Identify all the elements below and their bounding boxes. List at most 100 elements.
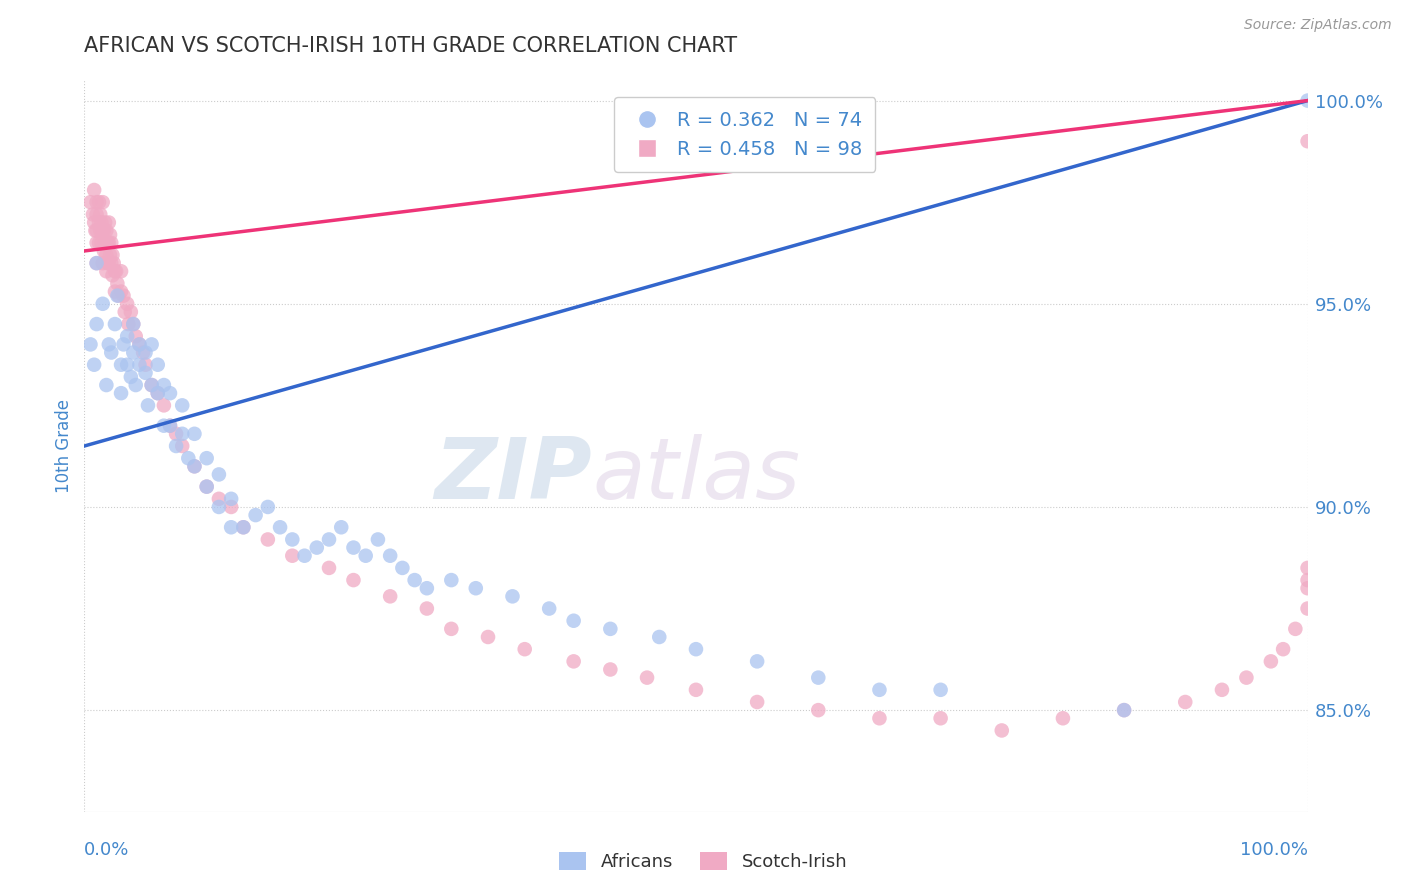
Point [747,654,769,668]
Point [165,426,187,441]
Point [440,622,463,636]
Point [125,378,148,392]
Point [440,573,463,587]
Point [416,601,439,615]
Point [153,418,176,433]
Point [83,215,105,229]
Text: atlas: atlas [592,434,800,516]
Point [110,386,132,401]
Point [305,541,328,555]
Text: 100.0%: 100.0% [1240,841,1308,859]
Point [232,520,254,534]
Point [929,711,952,725]
Point [128,337,150,351]
Point [183,459,205,474]
Point [91,297,114,311]
Point [153,398,176,412]
Point [98,227,121,242]
Point [159,386,181,401]
Point [477,630,499,644]
Point [79,195,101,210]
Point [1296,581,1319,595]
Point [114,305,136,319]
Point [1260,654,1282,668]
Point [97,215,120,229]
Point [100,256,122,270]
Point [1296,94,1319,108]
Point [146,386,169,401]
Point [136,398,159,412]
Point [86,235,108,250]
Point [110,264,132,278]
Point [93,244,115,258]
Text: ZIP: ZIP [434,434,592,516]
Point [318,533,340,547]
Point [165,439,187,453]
Point [117,317,139,331]
Point [464,581,486,595]
Point [87,215,110,229]
Point [183,459,205,474]
Point [269,520,291,534]
Point [112,288,135,302]
Point [538,601,561,615]
Point [104,317,127,331]
Point [195,480,218,494]
Text: 0.0%: 0.0% [84,841,129,859]
Point [562,614,585,628]
Point [177,451,200,466]
Point [380,549,402,563]
Point [86,195,108,210]
Point [404,573,426,587]
Point [122,345,145,359]
Point [257,500,280,514]
Point [107,288,129,302]
Point [97,256,120,270]
Point [281,533,304,547]
Point [1174,695,1197,709]
Point [135,345,157,359]
Point [1284,622,1306,636]
Point [146,358,169,372]
Point [122,317,145,331]
Point [159,418,181,433]
Point [104,264,127,278]
Point [1114,703,1136,717]
Point [1236,671,1258,685]
Point [208,491,231,506]
Point [599,622,621,636]
Point [90,235,112,250]
Point [101,268,124,283]
Point [91,195,114,210]
Point [83,358,105,372]
Point [105,264,128,278]
Point [183,426,205,441]
Point [103,256,125,270]
Point [101,248,124,262]
Point [97,235,120,250]
Point [100,235,122,250]
Text: Source: ZipAtlas.com: Source: ZipAtlas.com [1244,18,1392,32]
Point [97,337,120,351]
Point [98,248,121,262]
Point [89,207,111,221]
Point [219,491,242,506]
Point [86,224,108,238]
Point [416,581,439,595]
Point [83,183,105,197]
Point [141,378,163,392]
Point [141,337,163,351]
Point [120,370,142,384]
Point [87,195,110,210]
Point [94,215,117,229]
Point [115,297,138,311]
Point [1296,561,1319,575]
Point [91,224,114,238]
Point [1272,642,1295,657]
Point [208,467,231,482]
Point [93,224,115,238]
Point [380,590,402,604]
Point [513,642,536,657]
Point [100,345,122,359]
Point [747,695,769,709]
